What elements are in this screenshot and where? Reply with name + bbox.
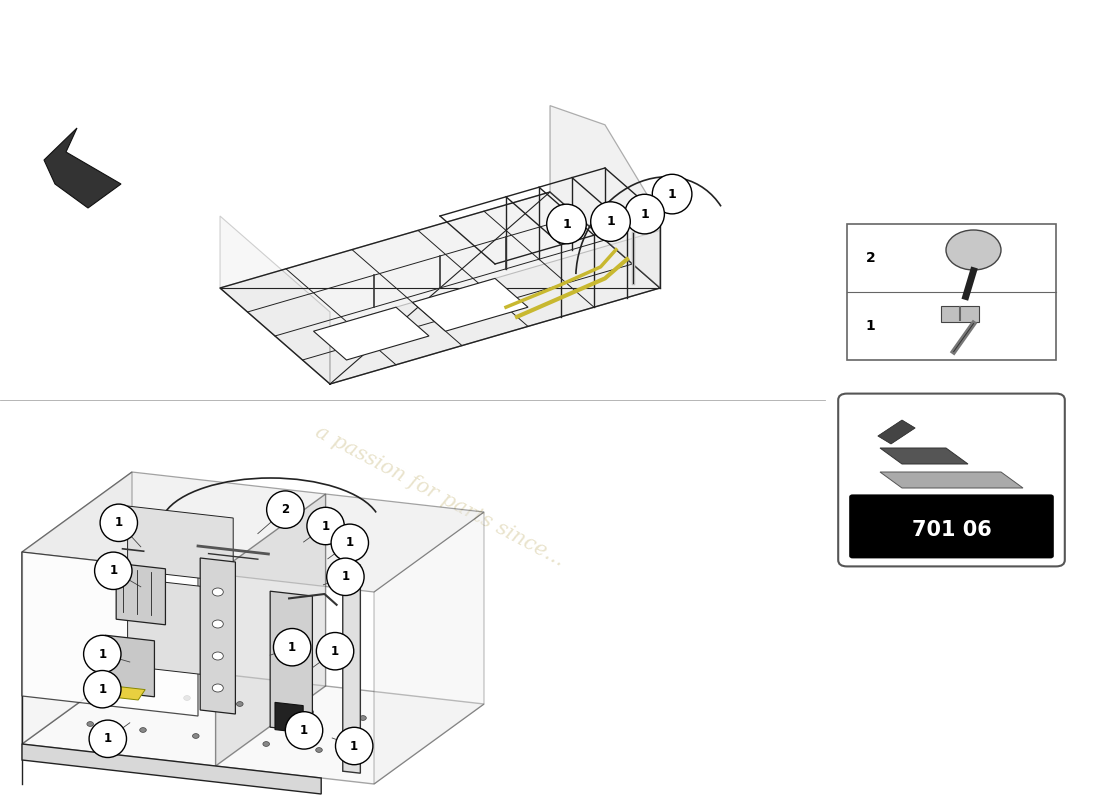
Text: 2: 2 (866, 251, 876, 265)
Text: 1: 1 (288, 641, 296, 654)
Ellipse shape (266, 491, 304, 528)
Polygon shape (200, 558, 235, 714)
Text: 1: 1 (109, 564, 118, 578)
Polygon shape (271, 591, 312, 732)
Circle shape (87, 722, 94, 726)
Text: 1: 1 (98, 647, 107, 661)
FancyBboxPatch shape (847, 224, 1056, 360)
Polygon shape (220, 216, 330, 384)
Polygon shape (330, 230, 660, 384)
Polygon shape (128, 578, 216, 676)
Circle shape (192, 734, 199, 738)
Polygon shape (128, 506, 233, 582)
Ellipse shape (591, 202, 630, 242)
FancyBboxPatch shape (838, 394, 1065, 566)
Polygon shape (343, 563, 361, 773)
Ellipse shape (652, 174, 692, 214)
Polygon shape (880, 448, 968, 464)
Polygon shape (220, 192, 660, 384)
Circle shape (316, 747, 322, 752)
Circle shape (212, 652, 223, 660)
Ellipse shape (100, 504, 138, 542)
Ellipse shape (327, 558, 364, 595)
Polygon shape (412, 278, 528, 331)
Ellipse shape (84, 670, 121, 708)
Text: 2: 2 (282, 503, 289, 516)
Circle shape (236, 702, 243, 706)
Text: 1: 1 (640, 207, 649, 221)
Polygon shape (374, 512, 484, 784)
Ellipse shape (625, 194, 664, 234)
Text: 1: 1 (606, 215, 615, 228)
Polygon shape (44, 128, 121, 208)
Circle shape (263, 742, 270, 746)
Text: 1: 1 (331, 645, 339, 658)
Circle shape (140, 728, 146, 733)
Text: 1: 1 (300, 724, 308, 737)
Ellipse shape (317, 633, 354, 670)
Ellipse shape (274, 629, 311, 666)
Text: 1: 1 (668, 187, 676, 201)
Text: 1: 1 (98, 682, 107, 696)
Ellipse shape (285, 712, 322, 749)
Text: 1: 1 (114, 516, 123, 530)
Circle shape (360, 715, 366, 720)
Polygon shape (22, 472, 132, 744)
Circle shape (184, 695, 190, 701)
Polygon shape (110, 686, 145, 700)
Text: 1: 1 (866, 319, 876, 333)
Ellipse shape (547, 204, 586, 244)
FancyBboxPatch shape (940, 306, 979, 322)
Text: a passion for parts since...: a passion for parts since... (312, 422, 568, 570)
Polygon shape (106, 635, 154, 697)
Ellipse shape (307, 507, 344, 545)
Circle shape (212, 588, 223, 596)
Text: 1: 1 (341, 570, 350, 583)
FancyBboxPatch shape (849, 494, 1054, 558)
Text: 1: 1 (345, 536, 354, 550)
Polygon shape (22, 744, 321, 794)
Polygon shape (22, 472, 484, 592)
Polygon shape (22, 664, 484, 784)
Polygon shape (117, 563, 165, 625)
Polygon shape (878, 420, 915, 444)
Ellipse shape (331, 524, 368, 562)
Text: 1: 1 (350, 739, 359, 753)
Text: 1: 1 (103, 732, 112, 746)
Ellipse shape (89, 720, 127, 758)
Circle shape (212, 620, 223, 628)
Ellipse shape (336, 727, 373, 765)
Circle shape (946, 230, 1001, 270)
Circle shape (212, 684, 223, 692)
Text: 1: 1 (321, 519, 330, 533)
Circle shape (307, 710, 314, 714)
Polygon shape (550, 106, 660, 288)
Polygon shape (275, 702, 304, 733)
Ellipse shape (95, 552, 132, 590)
Polygon shape (216, 494, 326, 766)
Ellipse shape (84, 635, 121, 673)
Polygon shape (22, 552, 198, 716)
Polygon shape (880, 472, 1023, 488)
Circle shape (131, 690, 138, 694)
Text: 701 06: 701 06 (912, 521, 991, 541)
Text: 1: 1 (562, 218, 571, 230)
Polygon shape (314, 307, 429, 360)
